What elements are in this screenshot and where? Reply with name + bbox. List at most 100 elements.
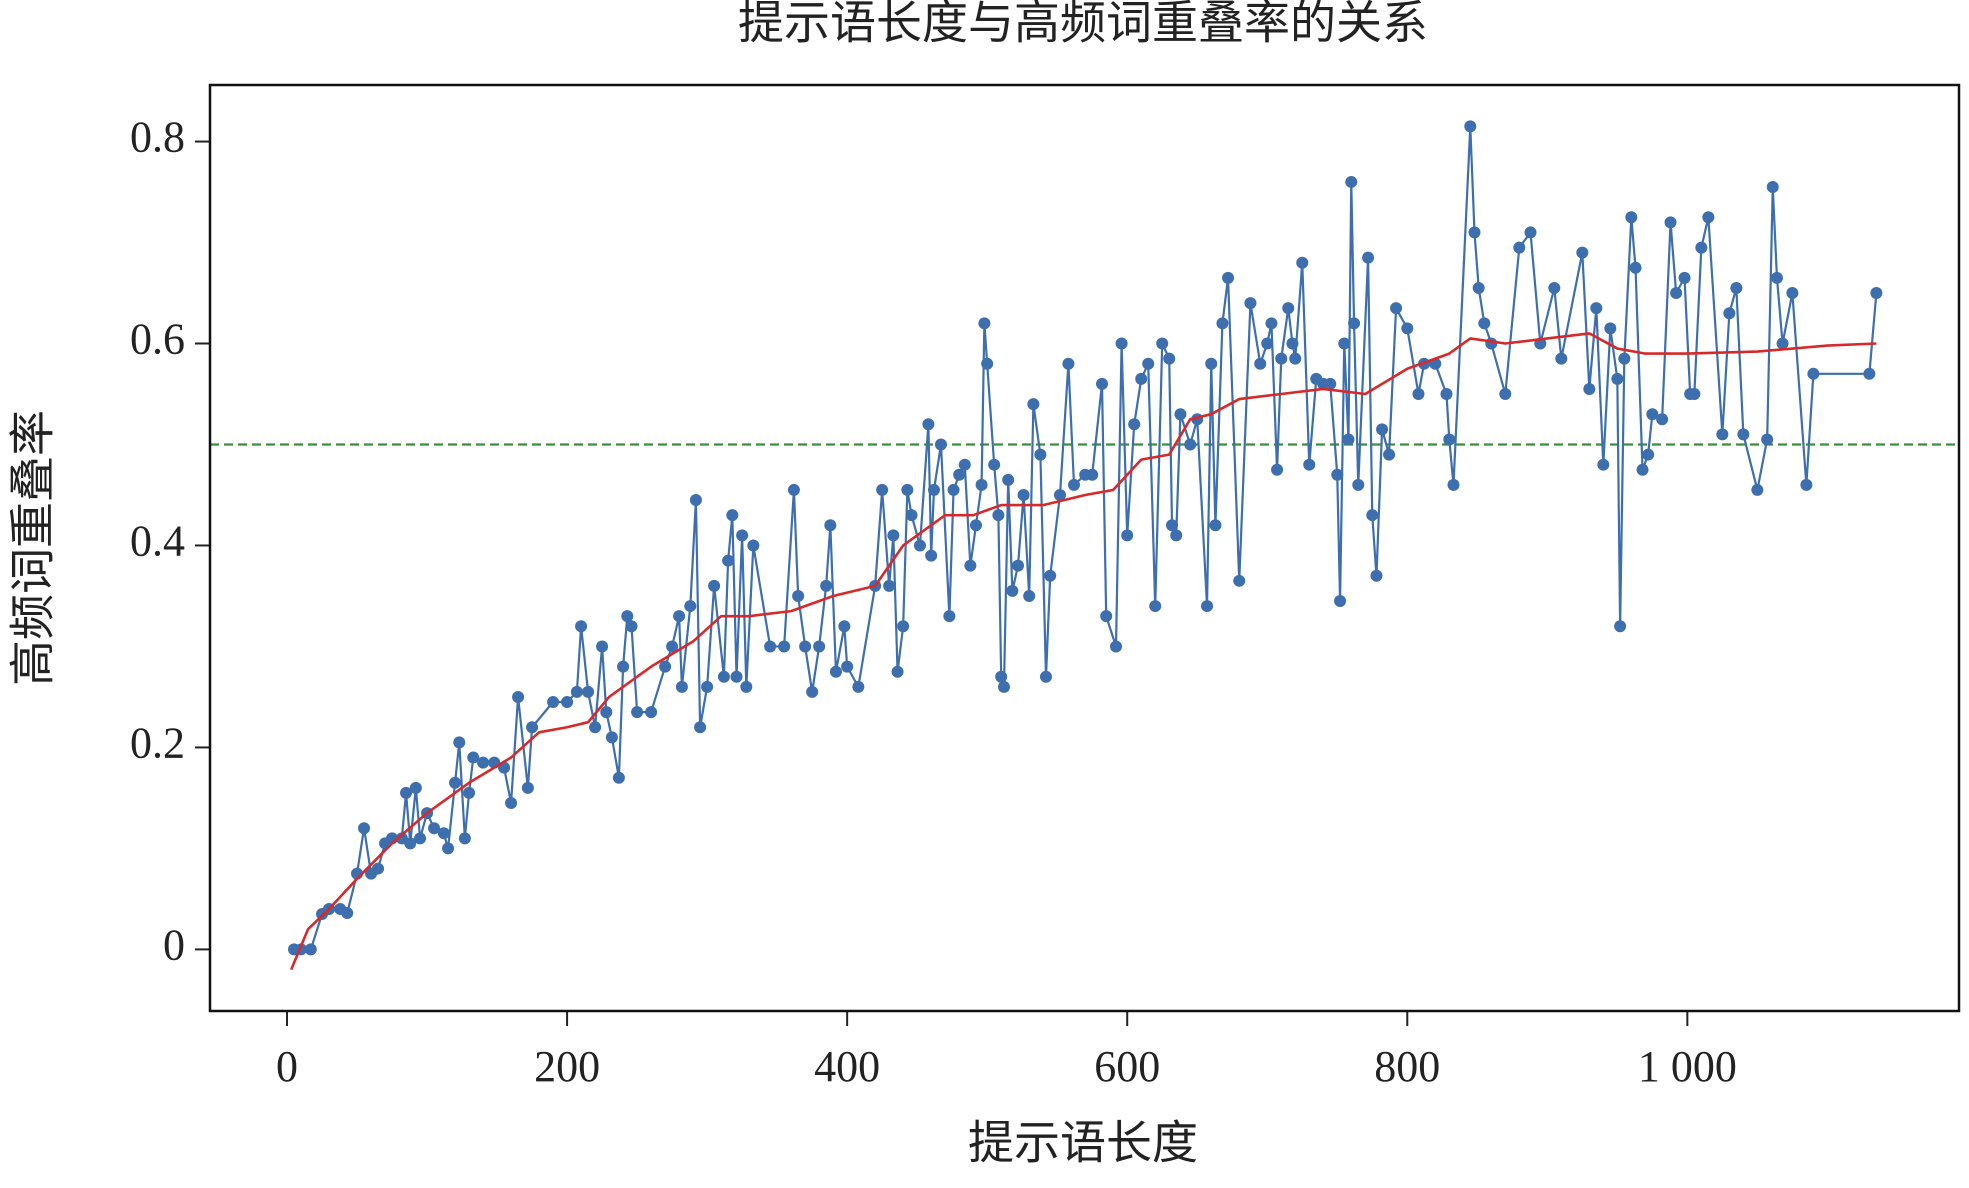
point — [1576, 246, 1589, 259]
point — [1062, 357, 1075, 370]
point — [1289, 352, 1302, 365]
point — [605, 731, 618, 744]
point — [575, 620, 588, 633]
point — [901, 483, 914, 496]
point — [778, 640, 791, 653]
point — [897, 620, 910, 633]
point — [1115, 337, 1128, 350]
point — [988, 458, 1001, 471]
point — [453, 736, 466, 749]
point — [414, 832, 427, 845]
point — [1870, 287, 1883, 300]
point — [841, 660, 854, 673]
point — [1275, 352, 1288, 365]
x-tick-label: 0 — [276, 1042, 298, 1091]
point — [813, 640, 826, 653]
point — [838, 620, 851, 633]
point — [995, 670, 1008, 683]
point — [358, 822, 371, 835]
point — [400, 786, 413, 799]
point — [570, 685, 583, 698]
point — [467, 751, 480, 764]
point — [1027, 398, 1040, 411]
point — [1011, 559, 1024, 572]
x-tick-label: 1 000 — [1638, 1042, 1737, 1091]
point — [887, 529, 900, 542]
point — [458, 832, 471, 845]
point — [589, 721, 602, 734]
point — [1611, 372, 1624, 385]
point — [666, 640, 679, 653]
point — [1604, 322, 1617, 335]
point — [975, 478, 988, 491]
point — [1345, 175, 1358, 188]
point — [1156, 337, 1169, 350]
point — [372, 862, 385, 875]
point — [1625, 211, 1638, 224]
point — [1370, 569, 1383, 582]
point — [304, 943, 317, 956]
point — [1485, 337, 1498, 350]
point — [992, 509, 1005, 522]
point — [799, 640, 812, 653]
point — [631, 706, 644, 719]
point — [1352, 478, 1365, 491]
point — [1342, 433, 1355, 446]
point — [1324, 377, 1337, 390]
x-tick-label: 200 — [534, 1042, 600, 1091]
y-tick-label: 0.8 — [130, 113, 185, 162]
point — [1590, 302, 1603, 315]
point — [1338, 337, 1351, 350]
point — [747, 539, 760, 552]
x-tick-label: 600 — [1094, 1042, 1160, 1091]
point — [1786, 287, 1799, 300]
point — [1110, 640, 1123, 653]
point — [1286, 337, 1299, 350]
point — [922, 418, 935, 431]
point — [1776, 337, 1789, 350]
y-tick-label: 0 — [163, 920, 185, 969]
point — [1401, 322, 1414, 335]
point — [1006, 584, 1019, 597]
point — [689, 494, 702, 507]
point — [1695, 241, 1708, 254]
point — [820, 579, 833, 592]
point — [1170, 529, 1183, 542]
point — [1656, 413, 1669, 426]
point — [1331, 468, 1344, 481]
point — [1464, 120, 1477, 133]
point — [442, 842, 455, 855]
point — [547, 695, 560, 708]
point — [806, 685, 819, 698]
point — [736, 529, 749, 542]
point — [1597, 458, 1610, 471]
point — [600, 706, 613, 719]
point — [740, 680, 753, 693]
point — [1383, 448, 1396, 461]
point — [1737, 428, 1750, 441]
point — [947, 483, 960, 496]
point — [645, 706, 658, 719]
point — [1800, 478, 1813, 491]
point — [953, 468, 966, 481]
point — [1205, 357, 1218, 370]
point — [1730, 281, 1743, 294]
point — [1265, 317, 1278, 330]
point — [621, 610, 634, 623]
point — [1614, 620, 1627, 633]
point — [505, 796, 518, 809]
point — [617, 660, 630, 673]
point — [1166, 519, 1179, 532]
x-tick-label: 800 — [1374, 1042, 1440, 1091]
point — [722, 554, 735, 567]
point — [1142, 357, 1155, 370]
point — [1524, 226, 1537, 239]
point — [1184, 438, 1197, 451]
point — [526, 721, 539, 734]
point — [876, 483, 889, 496]
point — [1201, 600, 1214, 613]
point — [1863, 367, 1876, 380]
point — [1296, 256, 1309, 269]
point — [1629, 261, 1642, 274]
